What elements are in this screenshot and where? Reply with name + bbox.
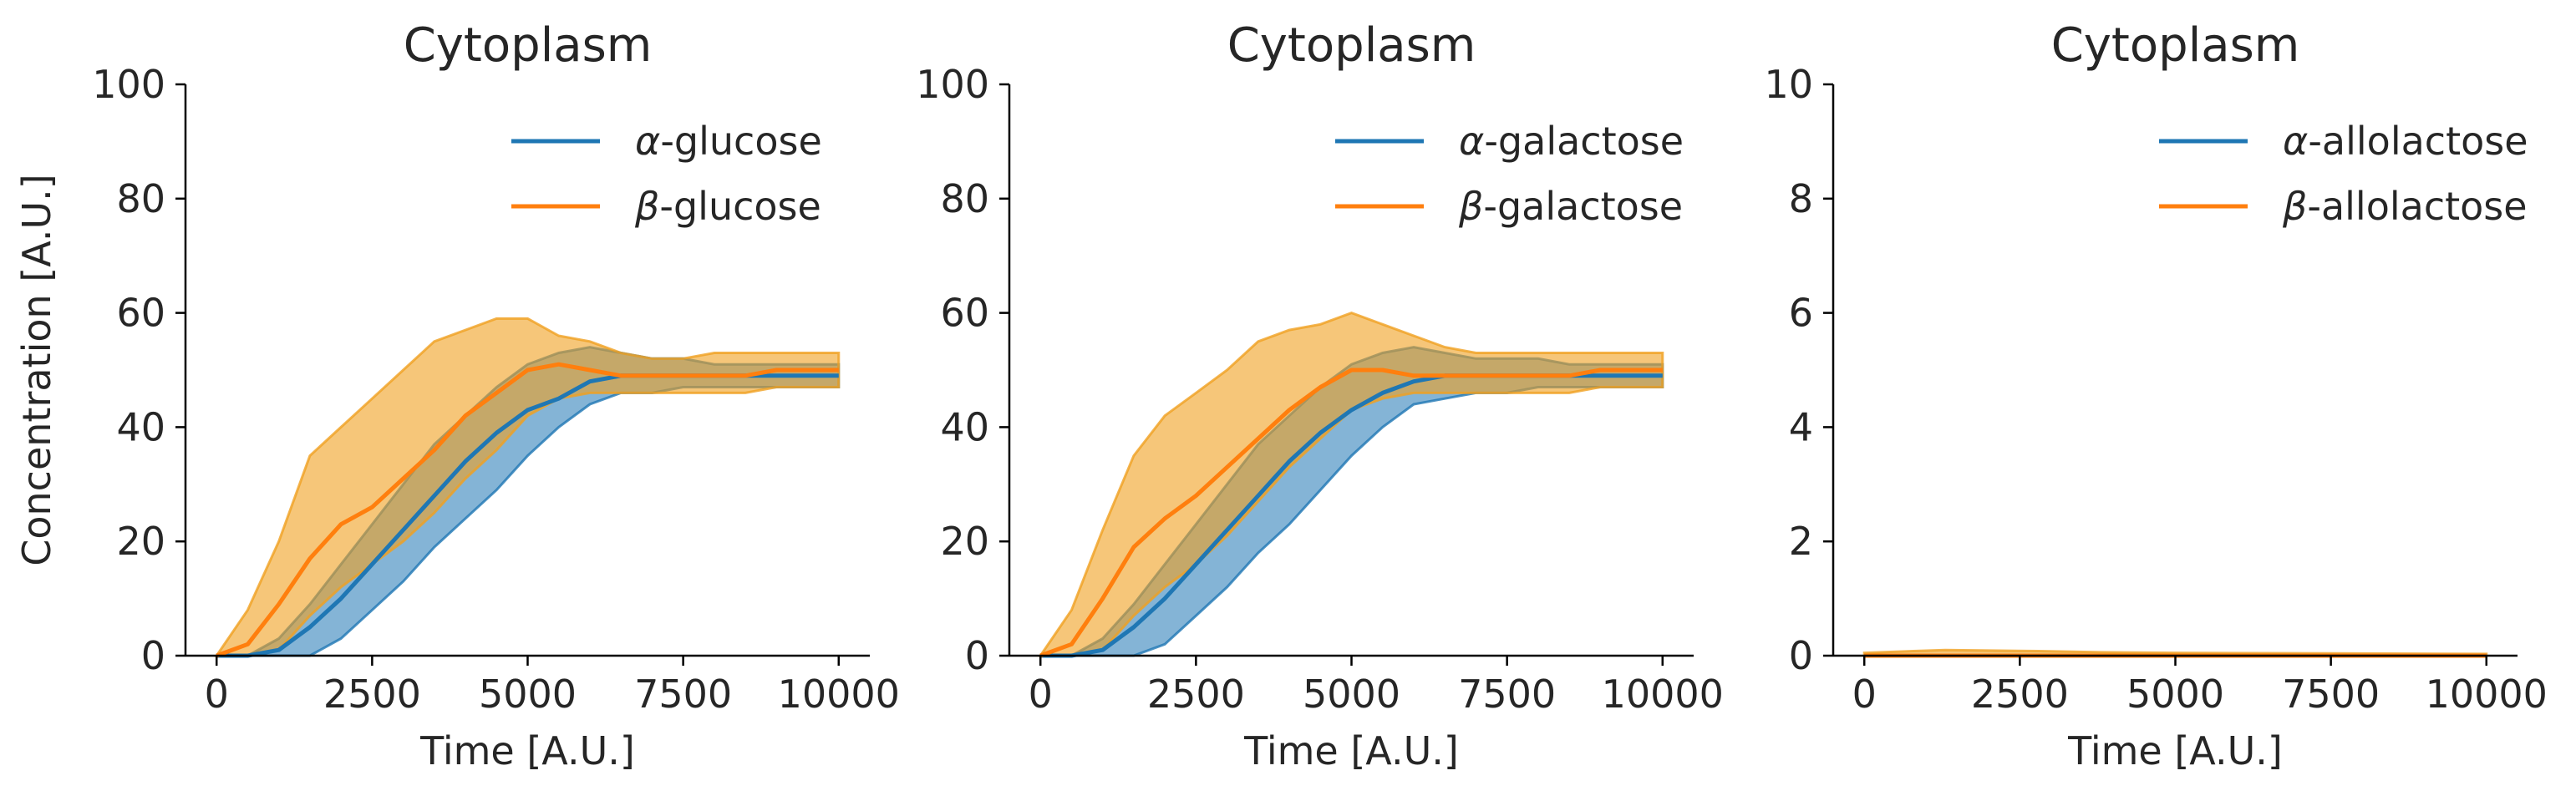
legend-label: -galactose	[1484, 119, 1684, 164]
x-tick-label: 2500	[1147, 672, 1245, 717]
legend-greek: α	[2283, 119, 2308, 164]
series-band-2	[1038, 312, 1664, 657]
series-line-2	[216, 362, 839, 658]
x-tick-label: 2500	[1971, 672, 2069, 717]
legend-label: -allolactose	[2308, 119, 2528, 164]
legend-greek: β	[2282, 184, 2307, 229]
legend-greek: β	[634, 184, 659, 229]
legend-entry-1: α-glucose	[635, 119, 822, 164]
x-axis-label: Time [A.U.]	[419, 728, 635, 773]
x-tick-label: 5000	[479, 672, 577, 717]
x-tick-label: 7500	[634, 672, 732, 717]
y-tick-label: 2	[1789, 519, 1813, 564]
x-tick-label: 5000	[2126, 672, 2224, 717]
y-axis-label: Concentration [A.U.]	[14, 174, 59, 566]
chart-panel-3: Cytoplasm 0 2 4 6 8 10 0 2500 5000 7500 10000 Time […	[1764, 18, 2547, 773]
chart-panel-2: Cytoplasm 0 20 40 60 80 100 0 2500 5000 7500 10000 T…	[916, 18, 1724, 773]
x-tick-label: 0	[1029, 672, 1053, 717]
y-tick-label: 0	[1789, 633, 1813, 678]
chart-title: Cytoplasm	[2051, 18, 2300, 73]
x-tick-label: 10000	[778, 672, 900, 717]
x-tick-label: 5000	[1303, 672, 1400, 717]
y-tick-label: 60	[116, 291, 165, 336]
y-tick-label: 0	[965, 633, 989, 678]
y-tick-label: 40	[116, 404, 165, 449]
y-tick-label: 60	[940, 291, 989, 336]
x-tick-label: 10000	[2426, 672, 2548, 717]
x-tick-label: 7500	[1458, 672, 1556, 717]
y-tick-label: 40	[940, 404, 989, 449]
x-tick-label: 2500	[323, 672, 421, 717]
x-tick-label: 0	[205, 672, 229, 717]
x-axis-label: Time [A.U.]	[2067, 728, 2283, 773]
chart-panel-1: Cytoplasm 0 20 40 60 80 100 0 2500 5000 7500 10000 T…	[14, 18, 900, 773]
x-tick-label: 7500	[2282, 672, 2380, 717]
x-axis-label: Time [A.U.]	[1243, 728, 1459, 773]
y-tick-label: 100	[92, 62, 165, 107]
y-tick-label: 20	[940, 519, 989, 564]
y-tick-label: 6	[1789, 291, 1813, 336]
y-tick-label: 0	[141, 633, 165, 678]
legend-entry-1: α-galactose	[1459, 119, 1684, 164]
legend-entry-1: α-allolactose	[2283, 119, 2528, 164]
y-tick-label: 10	[1764, 62, 1813, 107]
legend-label: -glucose	[660, 119, 821, 164]
legend-entry-2: β-glucose	[634, 184, 821, 229]
y-tick-label: 80	[116, 176, 165, 221]
x-tick-label: 10000	[1602, 672, 1724, 717]
y-tick-label: 80	[940, 176, 989, 221]
series-line-2	[1039, 368, 1663, 658]
legend-entry-2: β-allolactose	[2282, 184, 2528, 229]
y-tick-label: 8	[1789, 176, 1813, 221]
legend-label: -galactose	[1483, 184, 1683, 229]
legend-entry-2: β-galactose	[1458, 184, 1683, 229]
chart-title: Cytoplasm	[1227, 18, 1476, 73]
legend-greek: α	[1459, 119, 1484, 164]
legend-greek: α	[635, 119, 660, 164]
chart-title: Cytoplasm	[404, 18, 653, 73]
y-tick-label: 4	[1789, 404, 1813, 449]
y-tick-label: 20	[116, 519, 165, 564]
y-tick-label: 100	[916, 62, 989, 107]
legend-label: -allolactose	[2307, 184, 2527, 229]
legend-greek: β	[1458, 184, 1483, 229]
x-tick-label: 0	[1852, 672, 1877, 717]
legend-label: -glucose	[659, 184, 821, 229]
